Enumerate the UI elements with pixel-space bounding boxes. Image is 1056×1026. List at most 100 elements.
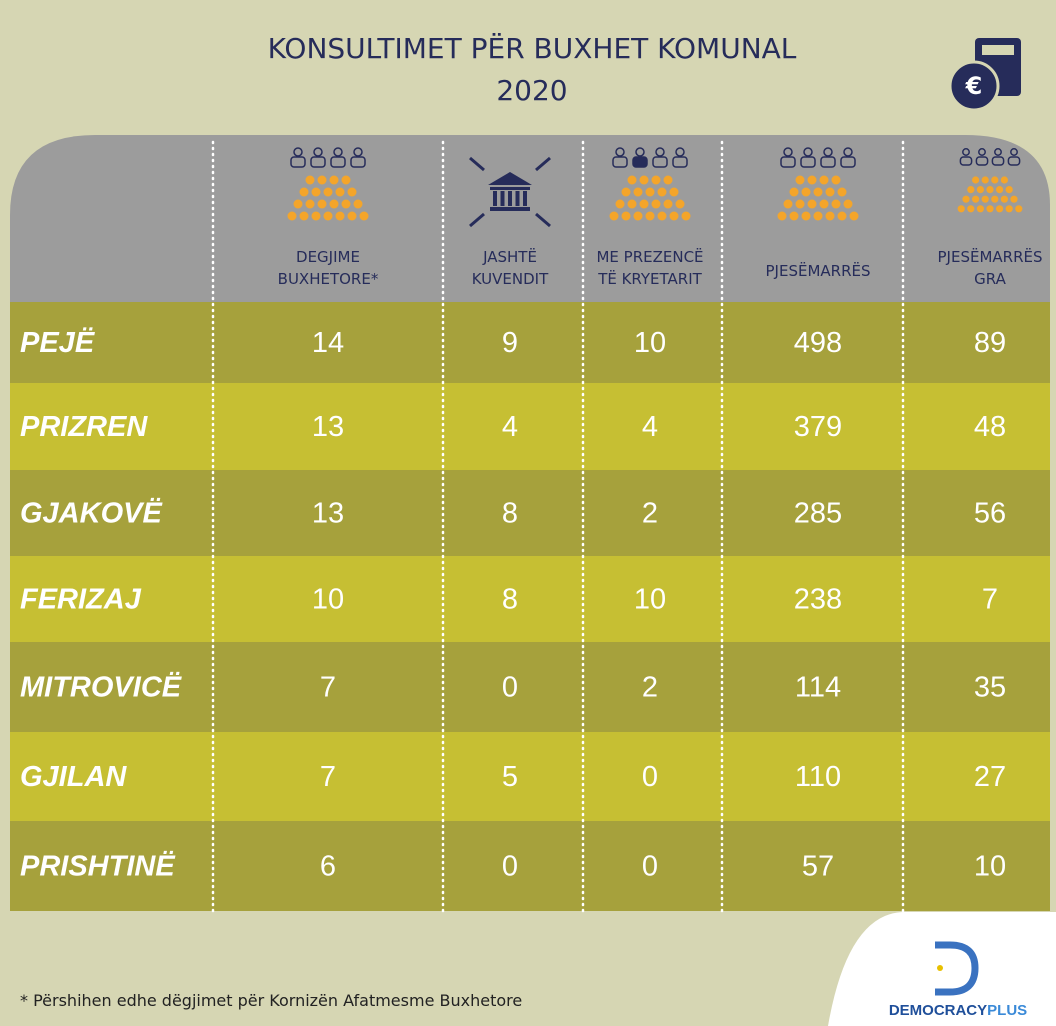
crowd-dot: [1000, 195, 1009, 203]
crowd-dot: [807, 199, 817, 209]
crowd-dot: [801, 187, 811, 197]
figure-head: [978, 148, 986, 156]
crowd-dot: [311, 211, 321, 221]
figure-body: [672, 156, 688, 168]
cell-value: 498: [794, 327, 842, 359]
crowd-dot: [645, 187, 655, 197]
crowd-dot: [681, 211, 691, 221]
cell-value: 35: [974, 672, 1006, 704]
crowd-dot: [1005, 205, 1013, 213]
crowd-dot: [323, 211, 333, 221]
crowd-dot: [675, 199, 685, 209]
crowd-dot: [299, 211, 309, 221]
cell-value: 2: [642, 672, 658, 704]
crowd-dot: [299, 187, 309, 197]
row-name: FERIZAJ: [20, 584, 142, 616]
crowd-dot: [627, 199, 637, 209]
cell-value: 13: [312, 498, 344, 530]
crowd-dot: [329, 199, 339, 209]
crowd-dot: [651, 199, 661, 209]
arrow: [469, 212, 485, 228]
cell-value: 56: [974, 498, 1006, 530]
crowd-dot: [837, 187, 847, 197]
crowd-dot: [1010, 195, 1018, 203]
header-line: PJESËMARRËS: [766, 261, 871, 280]
arrow: [535, 156, 551, 172]
figure-body: [632, 156, 648, 168]
crowd-dot: [789, 211, 799, 221]
crowd-dot: [996, 205, 1004, 213]
cell-value: 57: [802, 851, 834, 883]
cell-value: 6: [320, 851, 336, 883]
cell-value: 7: [320, 672, 336, 704]
crowd-dot: [801, 211, 811, 221]
figure-head: [1010, 148, 1018, 156]
crowd-dot: [639, 175, 649, 185]
table-row: [10, 821, 1050, 911]
cell-value: 10: [634, 327, 666, 359]
cell-value: 0: [502, 851, 518, 883]
logo-part: DEMOCRACY: [889, 1002, 987, 1019]
header-line: BUXHETORE*: [278, 270, 379, 288]
column-header: ME PREZENCË TË KRYETARIT: [596, 247, 703, 288]
crowd-dot: [615, 199, 625, 209]
figure-head: [655, 147, 665, 157]
crowd-dot: [981, 195, 989, 203]
pillar: [493, 191, 497, 206]
crowd-dot: [663, 199, 673, 209]
figure-body: [780, 156, 796, 168]
crowd-dot: [353, 199, 363, 209]
crowd-dot: [609, 211, 619, 221]
figure-head: [615, 147, 625, 157]
crowd-dot: [825, 211, 835, 221]
table-row: [10, 383, 1050, 470]
crowd-dot: [976, 186, 985, 194]
crowd-dot: [1015, 205, 1023, 213]
crowd-dot: [627, 175, 637, 185]
header-icon: [777, 147, 859, 221]
figure-body: [800, 156, 816, 168]
crowd-dot: [341, 199, 351, 209]
arrow: [535, 212, 551, 228]
crowd-dot: [962, 195, 970, 203]
cell-value: 48: [974, 411, 1006, 443]
figure-head: [293, 147, 303, 157]
cell-value: 110: [795, 761, 841, 793]
crowd-dot: [347, 211, 357, 221]
cell-value: 10: [634, 584, 666, 616]
crowd-dot: [972, 195, 980, 203]
table-row: [10, 470, 1050, 556]
crowd-dot: [633, 211, 643, 221]
header-line: TË KRYETARIT: [597, 269, 702, 288]
crowd-dot: [819, 175, 829, 185]
crowd-dot: [663, 175, 673, 185]
column-header: PJESËMARRËS: [766, 261, 871, 280]
cell-value: 285: [794, 498, 842, 530]
crowd-dot: [347, 187, 357, 197]
figure-head: [803, 147, 813, 157]
pillar: [500, 191, 505, 206]
crowd-dot: [359, 211, 369, 221]
cell-value: 4: [502, 411, 518, 443]
cell-value: 14: [312, 327, 344, 359]
figure-body: [310, 156, 326, 168]
crowd-dot: [967, 186, 975, 194]
crowd-dot: [849, 211, 859, 221]
cell-value: 27: [974, 761, 1006, 793]
figure-head: [353, 147, 363, 157]
row-name: GJAKOVË: [20, 497, 163, 530]
logo-text: DEMOCRACYPLUS: [889, 1002, 1027, 1019]
figure-body: [820, 156, 836, 168]
crowd-dot: [813, 187, 823, 197]
crowd-dot: [957, 205, 965, 213]
crowd-dot: [323, 187, 333, 197]
table-row: [10, 732, 1050, 821]
crowd-dot: [317, 175, 327, 185]
bank: [488, 172, 532, 211]
crowd-dot: [825, 187, 835, 197]
table-row: [10, 302, 1050, 383]
figure-head: [843, 147, 853, 157]
crowd-dot: [813, 211, 823, 221]
crowd-dot: [819, 199, 829, 209]
header-icon: [469, 156, 551, 228]
